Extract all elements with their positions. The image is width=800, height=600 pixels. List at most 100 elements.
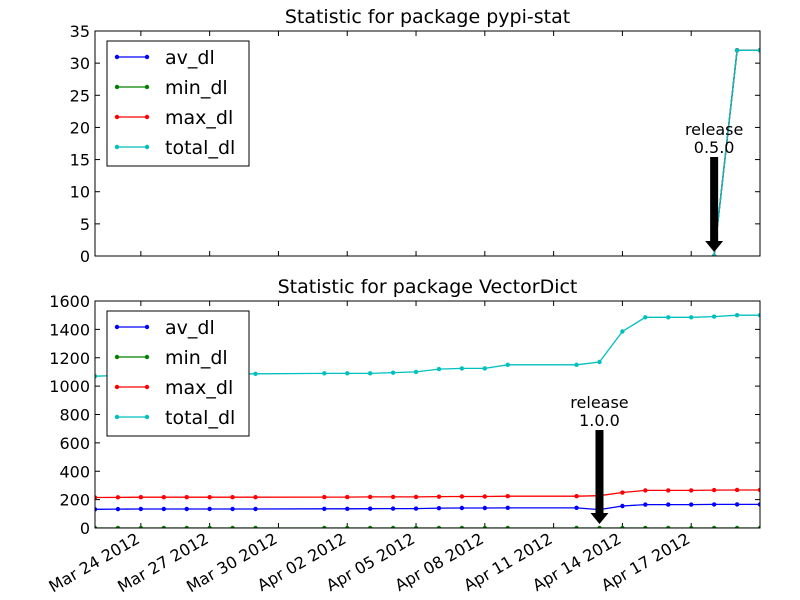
data-point-max_dl — [482, 494, 488, 499]
series-group — [711, 48, 760, 256]
legend-marker — [144, 354, 150, 360]
data-point-av_dl — [161, 506, 166, 512]
data-point-total_dl — [390, 370, 396, 375]
data-point-total_dl — [95, 373, 98, 379]
data-point-max_dl — [390, 494, 396, 500]
data-point-max_dl — [711, 487, 717, 493]
chart-title: Statistic for package pypi-stat — [285, 6, 570, 28]
data-point-total_dl — [253, 371, 258, 376]
series-line-max_dl — [95, 489, 760, 499]
data-point-av_dl — [436, 505, 442, 511]
data-point-min_dl — [620, 525, 625, 528]
annotation-label: release 1.0.0 — [570, 393, 628, 430]
data-point-max_dl — [138, 495, 144, 500]
data-point-min_dl — [413, 525, 419, 528]
data-point-av_dl — [666, 502, 671, 507]
data-point-av_dl — [345, 506, 350, 512]
plot-frame — [94, 30, 761, 257]
data-point-min_dl — [711, 525, 717, 528]
data-point-min_dl — [459, 525, 465, 528]
data-point-total_dl — [666, 315, 671, 320]
legend-marker — [114, 144, 120, 150]
legend-marker — [114, 324, 120, 330]
annotation-arrow-shaft — [595, 430, 604, 514]
data-point-av_dl — [95, 507, 98, 512]
data-point-total_dl — [459, 366, 465, 371]
data-point-min_dl — [322, 525, 327, 528]
data-point-max_dl — [95, 495, 98, 500]
y-tick-label: 0 — [80, 519, 90, 538]
legend-label-min_dl: min_dl — [165, 77, 228, 99]
legend-marker — [144, 414, 150, 420]
y-tick-label: 5 — [80, 215, 90, 234]
data-point-total_dl — [436, 366, 442, 372]
legend-marker — [114, 54, 120, 60]
y-tick-label: 1200 — [49, 349, 90, 368]
legend-marker — [144, 324, 150, 330]
data-point-total_dl — [345, 371, 350, 376]
data-point-max_dl — [322, 494, 327, 500]
y-tick-label: 1600 — [49, 292, 90, 311]
annotation-label: release 0.5.0 — [685, 120, 743, 157]
data-point-min_dl — [757, 525, 760, 528]
data-point-total_dl — [689, 315, 694, 320]
legend-label-total_dl: total_dl — [165, 407, 235, 429]
data-point-av_dl — [138, 506, 144, 512]
data-point-total_dl — [367, 371, 373, 376]
data-point-min_dl — [253, 525, 258, 528]
data-point-av_dl — [734, 502, 740, 507]
data-point-total_dl — [413, 369, 419, 375]
y-tick-label: 30 — [70, 54, 90, 73]
data-point-max_dl — [161, 495, 166, 500]
data-point-min_dl — [207, 525, 212, 528]
data-point-max_dl — [689, 488, 694, 493]
data-point-av_dl — [482, 505, 488, 511]
legend-box — [106, 310, 250, 437]
y-tick-label: 200 — [59, 491, 90, 510]
data-point-max_dl — [115, 495, 121, 500]
data-point-av_dl — [643, 502, 648, 507]
data-point-total_dl — [757, 48, 760, 53]
data-point-min_dl — [115, 525, 121, 528]
y-tick-label: 20 — [70, 118, 90, 137]
data-point-min_dl — [161, 525, 166, 528]
data-point-total_dl — [574, 362, 579, 368]
data-point-total_dl — [734, 312, 740, 318]
data-point-av_dl — [367, 506, 373, 511]
data-point-min_dl — [689, 525, 694, 528]
data-point-max_dl — [459, 494, 465, 499]
data-point-min_dl — [643, 525, 648, 528]
data-point-min_dl — [666, 525, 671, 528]
y-tick-label: 600 — [59, 434, 90, 453]
data-point-av_dl — [115, 506, 121, 512]
data-point-av_dl — [459, 505, 465, 511]
annotation-line: release — [685, 120, 743, 139]
data-point-max_dl — [574, 494, 579, 499]
data-point-av_dl — [711, 502, 717, 507]
data-point-av_dl — [574, 505, 579, 511]
legend-marker — [114, 414, 120, 420]
data-point-total_dl — [734, 48, 740, 53]
data-point-max_dl — [666, 488, 671, 493]
data-point-max_dl — [230, 495, 235, 500]
legend-marker — [144, 84, 150, 90]
annotation-line: release — [570, 393, 628, 412]
data-point-max_dl — [505, 494, 510, 499]
data-point-total_dl — [322, 371, 327, 376]
chart-panel-1: Statistic for package pypi-stat 0 5 10 15 20 2… — [70, 6, 761, 266]
data-point-min_dl — [505, 525, 510, 528]
series-line-av_dl — [95, 503, 760, 511]
legend-marker — [144, 54, 150, 60]
data-point-av_dl — [207, 506, 212, 512]
data-point-total_dl — [482, 366, 488, 371]
data-point-min_dl — [184, 525, 189, 528]
y-tick-label: 400 — [59, 462, 90, 481]
data-point-min_dl — [95, 525, 98, 528]
legend-label-min_dl: min_dl — [165, 347, 228, 369]
data-point-min_dl — [138, 525, 144, 528]
data-point-av_dl — [757, 502, 760, 507]
data-point-max_dl — [207, 495, 212, 500]
data-point-total_dl — [757, 312, 760, 318]
data-point-max_dl — [367, 494, 373, 500]
